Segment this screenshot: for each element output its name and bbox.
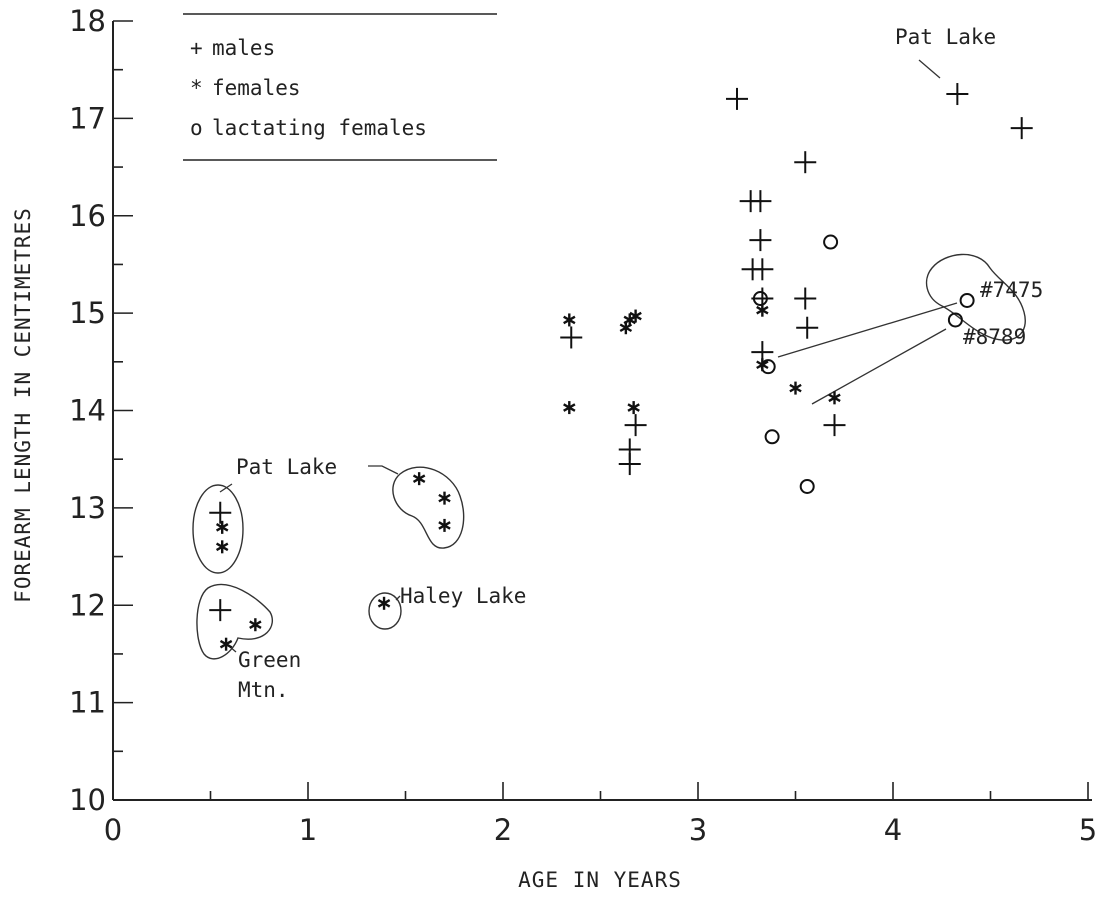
leader-pat-lake-right (918, 59, 941, 79)
annotation-haley-lake: Haley Lake (400, 584, 526, 608)
point-lactating-females (752, 291, 768, 307)
leader-lines (219, 59, 958, 653)
point-females (627, 401, 640, 415)
y-tick-label: 17 (69, 101, 106, 135)
point-males (560, 326, 583, 349)
point-males (1010, 117, 1033, 140)
point-females (629, 309, 642, 323)
point-males (946, 83, 969, 106)
outline-pat-lake-females (392, 466, 465, 549)
point-males (726, 87, 748, 110)
y-tick-label: 14 (69, 394, 106, 428)
point-lactating-females (947, 312, 963, 328)
legend: + males * females o lactating females (183, 13, 497, 161)
point-males (751, 258, 774, 281)
outline-haley-lake (368, 592, 402, 630)
point-females (215, 540, 229, 554)
x-tick-label: 4 (884, 813, 902, 847)
point-males (624, 414, 647, 437)
group-outlines (192, 253, 1026, 660)
annotation-mtn: Mtn. (238, 678, 289, 702)
y-tick-label: 16 (69, 199, 106, 233)
annotation-green: Green (238, 648, 301, 672)
point-lactating-females (823, 234, 839, 250)
y-axis-title: FOREARM LENGTH IN CENTIMETRES (11, 207, 35, 603)
point-females (377, 596, 391, 610)
x-tick-label: 5 (1079, 813, 1097, 847)
point-females (563, 401, 576, 415)
annotation-pat-lake-left: Pat Lake (236, 455, 337, 479)
y-tick-label: 10 (69, 783, 106, 817)
x-axis-title: AGE IN YEARS (518, 868, 682, 892)
point-females (563, 313, 576, 327)
point-females (789, 381, 802, 395)
annotation-7475: #7475 (980, 278, 1043, 302)
outline-green-mtn (196, 583, 273, 660)
point-males (796, 316, 819, 339)
point-males (749, 190, 772, 213)
legend-label-females: females (212, 76, 301, 100)
point-females (219, 637, 233, 651)
x-tick-label: 3 (689, 813, 707, 847)
x-tick-label: 2 (494, 813, 512, 847)
point-lactating-females (959, 292, 975, 308)
legend-marker-lactating: o (190, 116, 203, 140)
y-tick-label: 18 (69, 4, 106, 38)
legend-label-males: males (212, 36, 275, 60)
legend-label-lactating: lactating females (212, 116, 427, 140)
leader-pat-lake-mid (368, 465, 399, 475)
point-lactating-females (764, 429, 780, 445)
point-lactating-females (799, 478, 815, 494)
point-females (438, 518, 451, 532)
point-females (412, 472, 426, 486)
outline-pat-lake-adults (925, 253, 1026, 341)
point-lactating-females (760, 359, 776, 375)
y-tick-label: 13 (69, 491, 106, 525)
leader-pat-lake-left (219, 483, 233, 493)
x-tick-label: 0 (104, 813, 122, 847)
point-males (209, 599, 232, 622)
leader-7475 (777, 302, 958, 358)
data-points (209, 83, 1033, 651)
point-males (794, 287, 817, 310)
point-males (209, 501, 232, 524)
x-tick-label: 1 (299, 813, 317, 847)
point-females (756, 303, 769, 317)
y-tick-label: 11 (69, 686, 106, 720)
annotation-8789: #8789 (963, 325, 1026, 349)
y-tick-label: 12 (69, 588, 106, 622)
annotation-pat-lake-right: Pat Lake (895, 25, 996, 49)
axis-ticks (112, 20, 1089, 801)
outline-pat-lake-juveniles (192, 484, 244, 574)
legend-marker-females: * (190, 76, 203, 100)
y-tick-label: 15 (69, 296, 106, 330)
point-females (215, 520, 229, 534)
leader-haley-lake (395, 595, 401, 601)
point-females (438, 491, 451, 505)
legend-marker-males: + (190, 36, 203, 60)
point-males (794, 151, 817, 174)
point-females (828, 391, 841, 405)
point-males (618, 453, 641, 476)
annotations: Pat Lake Haley Lake Green Mtn. Pat Lake … (236, 25, 1043, 702)
point-males (823, 414, 846, 437)
point-females (249, 618, 262, 632)
point-males (749, 229, 772, 252)
